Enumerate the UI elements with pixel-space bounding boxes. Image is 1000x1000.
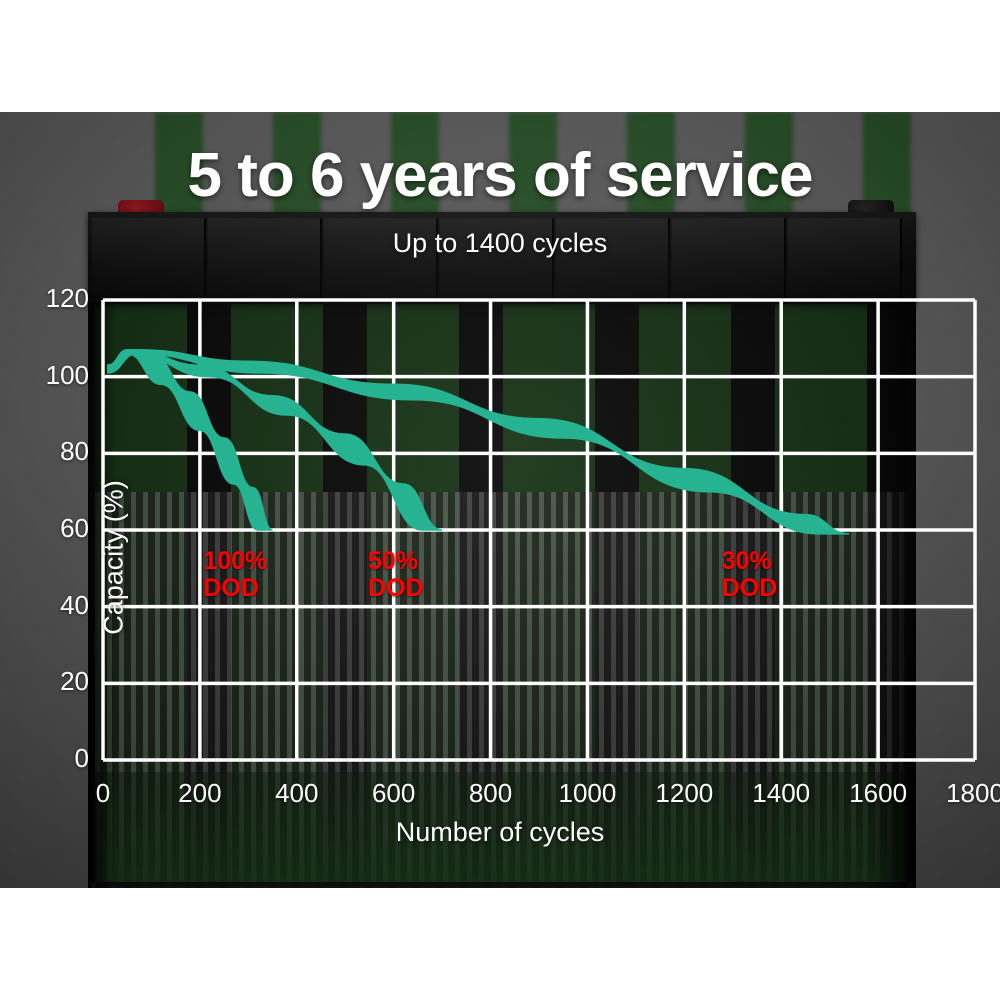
curve-band-30dod bbox=[107, 349, 850, 535]
dod-annotation-percent: 100% bbox=[203, 547, 268, 576]
battery-lid-cell bbox=[788, 218, 902, 304]
page-title: 5 to 6 years of service bbox=[187, 141, 814, 210]
dod-annotation-percent: 50% bbox=[368, 547, 419, 576]
x-tick-label: 1600 bbox=[849, 778, 908, 808]
x-tick-label: 0 bbox=[95, 778, 111, 808]
chart-gridlines bbox=[101, 298, 977, 762]
dod-annotation-text: DOD bbox=[368, 573, 424, 602]
dod-annotation-percent: 30% bbox=[721, 547, 772, 576]
dod-annotation: 50% DOD bbox=[368, 548, 424, 601]
x-tick-label: 800 bbox=[468, 778, 513, 808]
x-tick-label: 1200 bbox=[655, 778, 714, 808]
dod-annotation: 30% DOD bbox=[722, 548, 778, 601]
dod-annotation-text: DOD bbox=[203, 573, 259, 602]
y-axis-title: Capacity (%) bbox=[98, 480, 129, 635]
x-axis-title: Number of cycles bbox=[395, 817, 605, 847]
battery-lid-cell bbox=[440, 218, 554, 304]
y-tick-label: 40 bbox=[60, 589, 89, 620]
y-tick-label: 100 bbox=[45, 359, 89, 390]
battery-lid-cell bbox=[92, 218, 206, 304]
y-tick-label: 60 bbox=[60, 513, 89, 543]
y-tick-label: 0 bbox=[74, 743, 89, 773]
x-tick-label: 400 bbox=[275, 778, 319, 808]
battery-lid-cell bbox=[324, 218, 438, 304]
y-tick-label: 120 bbox=[45, 283, 89, 313]
battery-lower-shadow bbox=[95, 772, 907, 888]
dod-annotation: 100% DOD bbox=[203, 548, 267, 601]
x-tick-label: 600 bbox=[371, 778, 416, 808]
y-tick-label: 20 bbox=[60, 666, 89, 697]
capacity-vs-cycles-chart: Capacity (%) Number of cycles 120 100 80 60… bbox=[0, 112, 1000, 888]
y-tick-label: 80 bbox=[60, 436, 89, 467]
chart-curve-bands bbox=[107, 349, 850, 535]
x-tick-label: 1400 bbox=[752, 778, 811, 808]
battery-base bbox=[96, 882, 908, 888]
x-tick-label: 200 bbox=[178, 778, 222, 808]
page-subtitle: Up to 1400 cycles bbox=[392, 228, 608, 258]
x-tick-label: 1000 bbox=[558, 778, 617, 808]
battery-lid-cell bbox=[208, 218, 322, 304]
battery-lid-cell bbox=[556, 218, 670, 304]
dod-annotation-text: DOD bbox=[721, 573, 778, 602]
chart-plot-area bbox=[101, 298, 977, 762]
battery-lid bbox=[88, 212, 916, 304]
battery-lid-cell bbox=[672, 218, 786, 304]
x-tick-label: 1800 bbox=[946, 778, 1000, 808]
